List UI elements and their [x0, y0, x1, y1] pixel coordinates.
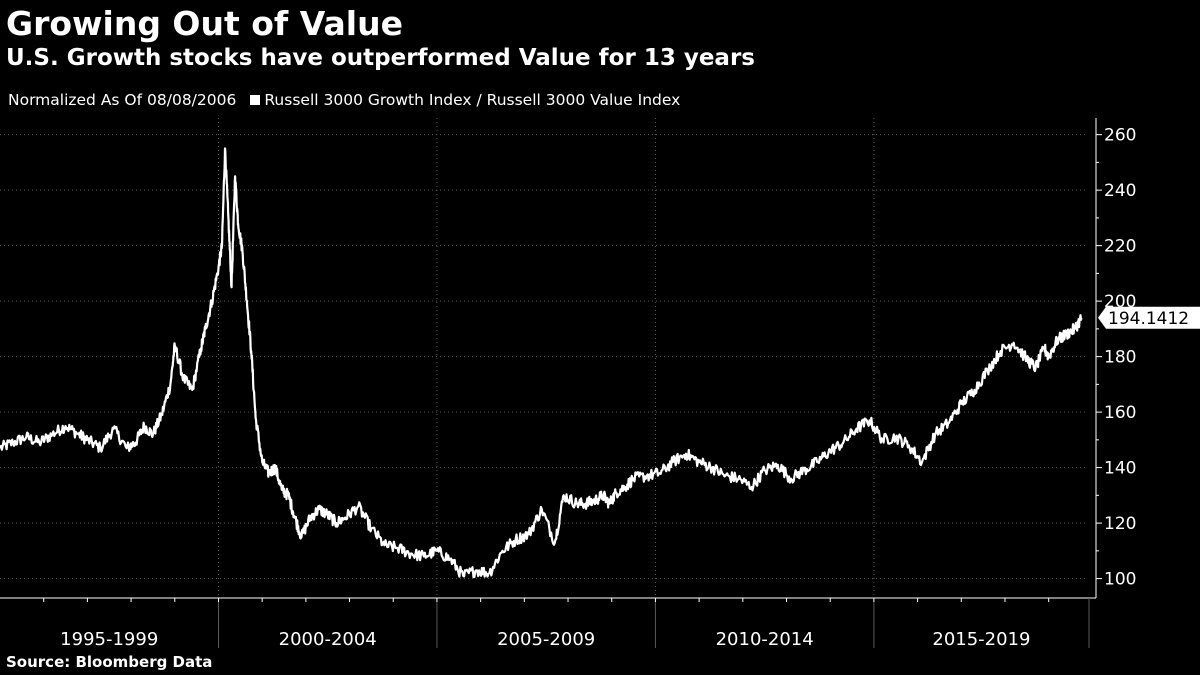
- y-tick-label: 100: [1104, 570, 1136, 590]
- y-tick-label: 120: [1104, 514, 1136, 534]
- x-category-label: 2015-2019: [932, 629, 1030, 650]
- chart-title: Growing Out of Value: [6, 4, 403, 43]
- chart-subtitle: U.S. Growth stocks have outperformed Val…: [6, 45, 755, 71]
- y-tick-label: 260: [1104, 126, 1136, 146]
- x-category-label: 2010-2014: [716, 629, 814, 650]
- x-category-label: 2005-2009: [497, 629, 595, 650]
- grid: [0, 118, 1088, 598]
- legend: Normalized As Of 08/08/2006 Russell 3000…: [8, 91, 680, 109]
- source-note: Source: Bloomberg Data: [6, 653, 213, 671]
- last-value-badge: [1098, 306, 1200, 329]
- x-category-label: 2000-2004: [279, 629, 377, 650]
- series-layer: [0, 147, 1083, 579]
- last-value-label: 194.1412: [1108, 309, 1189, 329]
- series-line: [0, 147, 1083, 579]
- legend-note: Normalized As Of 08/08/2006: [8, 91, 237, 109]
- y-tick-label: 160: [1104, 403, 1136, 423]
- y-tick-label: 220: [1104, 237, 1136, 257]
- legend-series-label: Russell 3000 Growth Index / Russell 3000…: [264, 91, 681, 109]
- x-category-label: 1995-1999: [60, 629, 158, 650]
- legend-swatch: [250, 95, 261, 105]
- y-tick-label: 180: [1104, 348, 1136, 368]
- axes: [0, 118, 1102, 648]
- y-tick-label: 140: [1104, 459, 1136, 479]
- y-tick-label: 240: [1104, 181, 1136, 201]
